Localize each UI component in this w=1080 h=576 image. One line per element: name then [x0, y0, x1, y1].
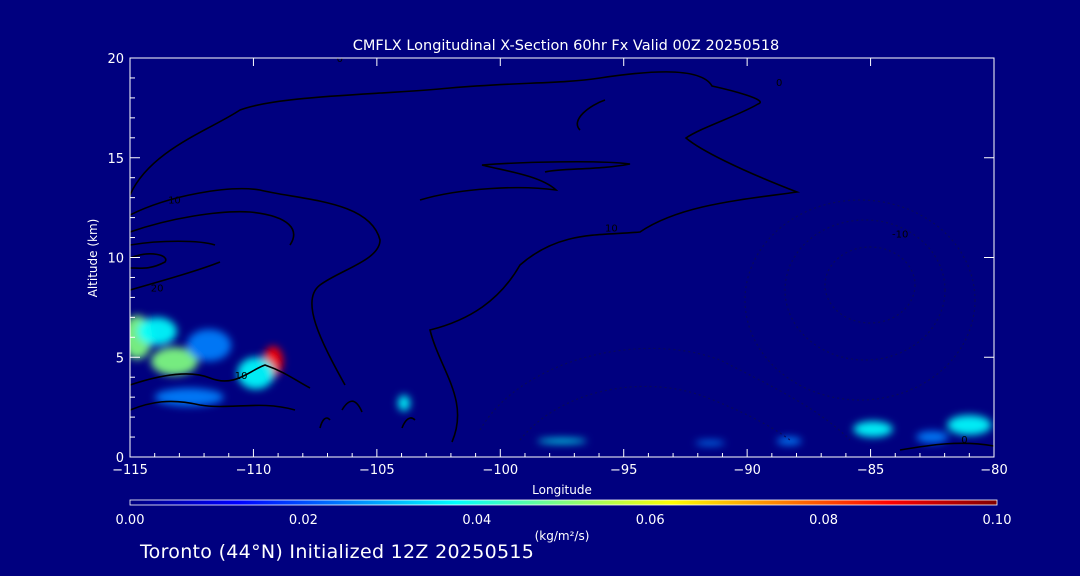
- flux-cell: [776, 437, 802, 446]
- colorbar-tick-label: 0.08: [809, 513, 838, 528]
- contour-line: [419, 160, 631, 201]
- contour-label: 0: [961, 435, 967, 446]
- chart-title: CMFLX Longitudinal X-Section 60hr Fx Val…: [353, 38, 780, 54]
- flux-cell: [916, 431, 949, 444]
- colorbar-tick-label: 0.00: [116, 513, 145, 528]
- x-tick-label: −105: [359, 463, 395, 478]
- x-tick-label: −90: [733, 463, 760, 478]
- contour-line: [130, 253, 167, 270]
- contour-line: [130, 400, 296, 411]
- y-axis-label: Altitude (km): [86, 219, 100, 298]
- plot-area: 0 0 10 10 20 10 0 -10: [130, 54, 994, 451]
- solid-contours: [130, 71, 994, 451]
- plot-frame: [129, 57, 995, 458]
- colorbar-tick-label: 0.04: [462, 513, 491, 528]
- contour-line: [130, 187, 381, 386]
- colorbar-tick-label: 0.02: [289, 513, 318, 528]
- contour-label: 20: [151, 283, 164, 294]
- dashed-contour-ring: [824, 246, 916, 324]
- contour-line: [130, 364, 311, 389]
- dashed-contour-arc: [479, 347, 851, 441]
- flux-field: [130, 315, 992, 446]
- contour-line: [319, 417, 331, 429]
- contour-line: [401, 417, 416, 429]
- x-axis: −115 −110 −105 −100 −95 −90 −85 −80: [112, 58, 1008, 478]
- flux-cell: [186, 329, 232, 362]
- contour-line: [130, 71, 801, 443]
- contour-labels: 0 0 10 10 20 10 0 -10: [151, 54, 968, 446]
- contour-line: [130, 210, 295, 246]
- colorbar-tick-label: 0.06: [636, 513, 665, 528]
- flux-cell: [150, 347, 198, 376]
- x-tick-label: −95: [610, 463, 637, 478]
- x-tick-label: −110: [236, 463, 272, 478]
- colorbar: [129, 499, 998, 506]
- y-tick-label: 0: [116, 451, 124, 466]
- colorbar-ticks: 0.00 0.02 0.04 0.06 0.08 0.10: [116, 513, 1012, 528]
- x-tick-label: −85: [857, 463, 884, 478]
- dashed-contour-ring: [744, 199, 976, 401]
- flux-cell: [537, 438, 587, 444]
- colorbar-label: (kg/m²/s): [535, 529, 590, 543]
- contour-line: [130, 261, 221, 291]
- x-tick-label: −80: [980, 463, 1007, 478]
- contour-label: -10: [892, 230, 908, 241]
- x-tick-label: −100: [482, 463, 518, 478]
- contour-label: 10: [168, 196, 181, 207]
- contour-label: 10: [235, 371, 248, 382]
- colorbar-tick-label: 0.10: [983, 513, 1012, 528]
- dashed-contours: [479, 199, 976, 441]
- x-tick-label: −115: [112, 463, 148, 478]
- contour-label: 0: [776, 78, 782, 89]
- flux-cell: [853, 421, 893, 438]
- contour-line: [576, 99, 606, 131]
- y-axis: 0 5 10 15 20: [107, 52, 994, 466]
- contour-label: 10: [605, 224, 618, 235]
- contour-line: [341, 400, 363, 413]
- flux-cell: [397, 395, 411, 412]
- contour-line: [130, 240, 216, 246]
- y-tick-label: 10: [107, 252, 124, 267]
- dashed-contour-ring: [784, 219, 946, 361]
- run-caption: Toronto (44°N) Initialized 12Z 20250515: [140, 541, 535, 563]
- flux-cell: [137, 317, 177, 346]
- flux-cell: [695, 440, 725, 446]
- flux-cell: [947, 415, 992, 436]
- x-axis-label: Longitude: [532, 483, 592, 497]
- contour-line: [899, 442, 994, 451]
- dashed-contour-arc: [519, 385, 791, 441]
- y-tick-label: 5: [116, 351, 124, 366]
- y-tick-label: 20: [107, 52, 124, 67]
- y-tick-label: 15: [107, 152, 124, 167]
- contour-label: 0: [337, 54, 343, 65]
